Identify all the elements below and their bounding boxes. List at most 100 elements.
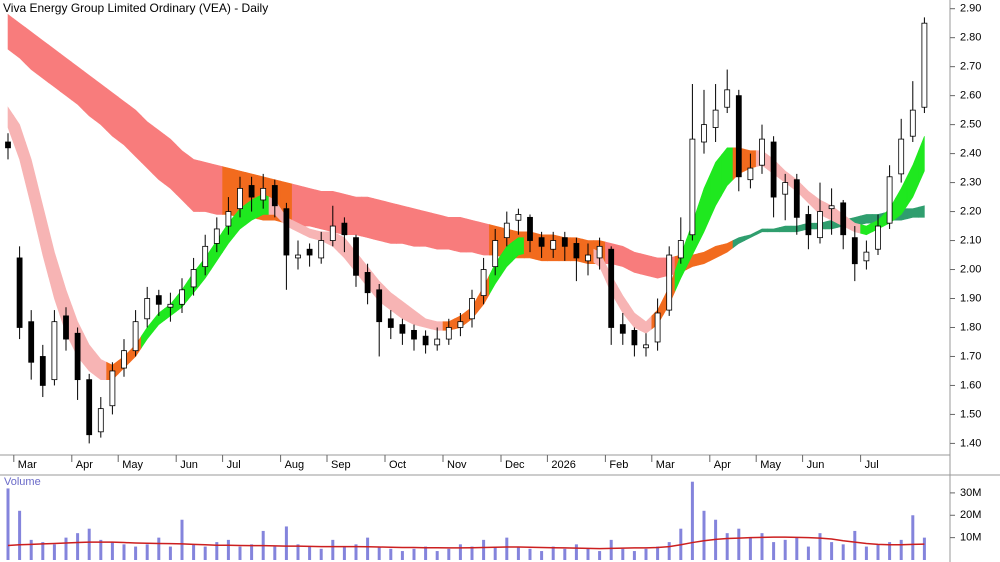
volume-bar [87,528,91,560]
volume-bar [470,546,474,560]
volume-bar [702,510,706,560]
ma-band [396,203,409,246]
ma-band [291,183,305,227]
volume-bar [830,542,834,560]
volume-bar [412,548,416,560]
x-tick-label: Mar [656,459,675,471]
volume-bar [226,539,230,560]
x-tick-label: Aug [285,459,305,471]
ma-band [639,253,653,278]
x-tick-label: Apr [714,459,731,471]
volume-bar [64,537,68,560]
volume-bar [795,537,799,560]
ma-band [303,186,316,228]
candle-body [735,95,742,178]
volume-bar [99,539,103,560]
ma-band [431,212,444,250]
y-tick-label: 2.10 [960,234,981,246]
volume-bar [145,544,149,560]
volume-bar [6,488,10,560]
y-tick-label: 2.30 [960,176,981,188]
volume-bar [284,526,288,560]
candle-body [770,141,777,198]
ma-band [384,201,397,244]
candle-body [306,248,313,256]
volume-bar [725,533,729,560]
volume-bar [157,537,161,560]
x-tick-label: Jun [807,459,825,471]
x-tick-label: May [760,459,781,471]
candle-body [689,138,696,236]
candle-body [341,222,348,236]
candle-body [237,187,243,210]
volume-bar [922,537,926,560]
y-tick-label: 1.40 [960,437,981,449]
y-tick-label: 1.70 [960,350,981,362]
candle-body [921,22,928,108]
candle-body [561,237,568,247]
candle-body [677,240,684,259]
candle-body [213,228,220,244]
candle-body [550,240,557,250]
volume-bar [389,548,393,560]
ma-band [918,136,925,185]
x-tick-label: Sep [331,459,351,471]
volume-bar [296,544,300,560]
candle-body [318,240,325,259]
candle-body [422,335,429,346]
candle-body [260,187,267,201]
x-tick-label: Jun [180,459,198,471]
x-tick-label: Apr [76,459,93,471]
volume-bar [238,546,242,560]
candle-body [51,321,58,381]
volume-bar [482,539,486,560]
ma-band [7,13,15,55]
y-tick-label: 30M [960,487,981,499]
volume-bar [899,539,903,560]
volume-bar [586,548,590,560]
candle-body [5,141,11,149]
candle-body [608,248,615,328]
candle-body [851,237,858,265]
candle-body [747,167,754,181]
volume-bar [493,546,497,560]
volume-bar [540,551,544,560]
y-tick-label: 1.60 [960,379,981,391]
candle-body [909,109,916,137]
volume-bar [122,544,126,560]
volume-bar [424,546,428,560]
candle-body [480,269,487,297]
x-tick-label: Jul [865,459,879,471]
candle-body [97,408,104,433]
candle-body [248,185,255,198]
volume-bar [853,530,857,560]
y-tick-label: 2.60 [960,90,981,102]
candle-body [39,356,46,386]
volume-bar [458,544,462,560]
x-tick-label: Feb [609,459,628,471]
candle-body [538,237,545,247]
volume-bar [366,537,370,560]
volume-bar [18,510,22,560]
ma-band [210,163,223,215]
candle-body [155,295,162,305]
y-tick-label: 2.80 [960,32,981,44]
candle-body [631,329,638,346]
candle-body [898,138,905,175]
candle-body [701,124,707,143]
candle-body [202,245,209,268]
ma-band [906,206,919,220]
volume-bar [760,533,764,560]
volume-bar [737,528,741,560]
volume-bar [192,544,196,560]
candle-body [793,179,800,218]
ma-band [315,189,328,231]
candle-body [596,245,603,259]
ma-band [454,217,467,253]
ma-band [373,198,386,243]
volume-bar [342,546,346,560]
candle-body [492,240,499,268]
candle-body [63,315,69,340]
ma-band [361,196,374,240]
